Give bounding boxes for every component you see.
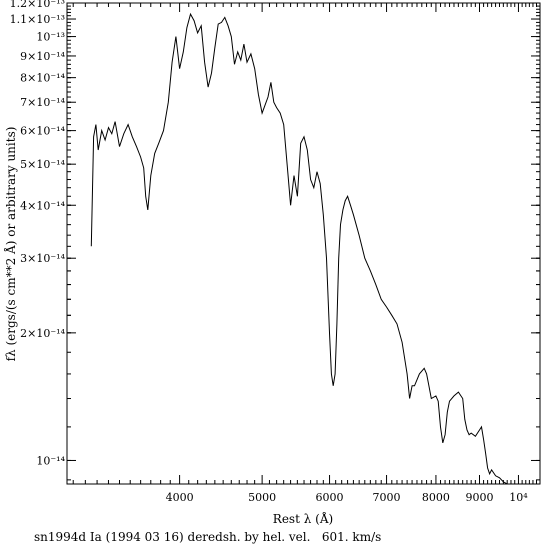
x-axis-label: Rest λ (Å) [273, 511, 333, 526]
x-tick-label: 10⁴ [509, 491, 528, 504]
y-tick-label: 8×10⁻¹⁴ [20, 72, 65, 85]
y-tick-label: 3×10⁻¹⁴ [20, 252, 65, 265]
x-tick-label: 8000 [422, 491, 450, 504]
y-tick-label: 6×10⁻¹⁴ [20, 125, 65, 138]
x-tick-label: 6000 [316, 491, 344, 504]
y-tick-label: 10⁻¹³ [36, 31, 65, 44]
y-tick-label: 9×10⁻¹⁴ [20, 50, 65, 63]
x-tick-label: 7000 [373, 491, 401, 504]
y-tick-label: 10⁻¹⁴ [36, 454, 65, 467]
y-tick-label: 1.1×10⁻¹³ [10, 13, 65, 26]
y-tick-label: 4×10⁻¹⁴ [20, 199, 65, 212]
y-axis-label: fλ (ergs/(s cm**2 Å) or arbitrary units) [3, 127, 18, 362]
x-tick-label: 9000 [465, 491, 493, 504]
x-tick-label: 4000 [166, 491, 194, 504]
spectrum-series-line [90, 12, 530, 485]
x-tick-labels: 4000 5000 6000 7000 8000 9000 10⁴ [166, 491, 529, 504]
y-tick-label: 5×10⁻¹⁴ [20, 158, 65, 171]
chart-caption: sn1994d Ia (1994 03 16) deredsh. by hel.… [34, 530, 382, 544]
y-tick-label: 2×10⁻¹⁴ [20, 327, 65, 340]
plot-frame [66, 2, 541, 485]
y-tick-labels: 1.2×10⁻¹³ 1.1×10⁻¹³ 10⁻¹³ 9×10⁻¹⁴ 8×10⁻¹⁴ 7×1… [10, 0, 66, 467]
y-tick-label: 1.2×10⁻¹³ [10, 0, 65, 10]
x-tick-label: 5000 [248, 491, 276, 504]
axis-ticks [67, 2, 541, 484]
y-tick-label: 7×10⁻¹⁴ [20, 96, 65, 109]
